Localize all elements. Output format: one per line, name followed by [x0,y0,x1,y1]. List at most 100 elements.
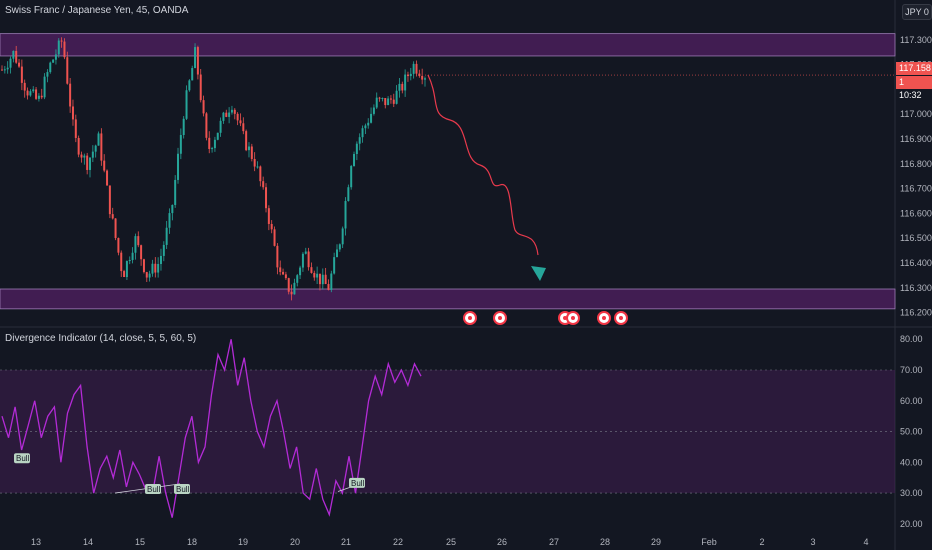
candle-body-146 [415,63,418,74]
candle-body-5 [15,50,18,63]
symbol-title[interactable]: Swiss Franc / Japanese Yen, 45, OANDA [5,5,189,16]
price-tick-0: 117.300 [900,35,932,45]
time-axis: 13 14 15 18 19 20 21 22 25 26 27 28 29 Feb 2 3 4 [31,537,869,547]
candle-body-107 [304,251,307,254]
candle-body-124 [353,154,356,167]
candle-body-16 [46,72,49,77]
candle-body-8 [23,82,26,91]
candle-body-12 [35,89,38,99]
price-tick-7: 116.500 [900,233,932,243]
forecast-arrow-icon [531,266,546,281]
time-tick-4: 19 [238,537,248,547]
candle-body-19 [54,54,57,60]
event-marker-dot-3 [571,316,575,320]
candle-body-135 [384,97,387,106]
price-tick-10: 116.200 [900,308,932,318]
candle-body-120 [341,228,344,245]
candle-body-119 [338,244,341,250]
rsi-tick-4: 40.00 [900,457,923,467]
candle-body-104 [296,275,299,283]
candle-body-86 [245,131,248,151]
candle-body-110 [313,272,316,278]
candle-body-130 [370,113,373,123]
candle-body-136 [387,98,390,106]
candle-body-84 [239,120,242,124]
candle-body-98 [279,267,282,272]
candle-body-144 [409,73,412,77]
candle-body-40 [114,218,117,239]
event-marker-dot-5 [619,316,623,320]
candle-body-92 [262,181,265,188]
forecast-path [427,74,539,256]
candle-body-29 [83,155,86,158]
candle-body-41 [117,238,120,253]
candle-body-35 [100,133,103,161]
candle-body-114 [324,274,327,284]
candle-body-33 [94,145,97,152]
candle-body-118 [335,249,338,258]
candle-body-83 [236,113,239,121]
candle-body-71 [202,100,205,114]
candle-body-75 [213,139,216,149]
time-tick-1: 14 [83,537,93,547]
candle-body-58 [165,227,168,245]
time-tick-12: 29 [651,537,661,547]
currency-badge-label: JPY [905,7,922,17]
candle-body-117 [333,257,336,274]
candle-body-96 [273,229,276,246]
candle-body-134 [381,97,384,99]
candle-body-148 [421,75,424,80]
candle-body-69 [196,47,199,75]
time-tick-7: 22 [393,537,403,547]
candle-body-15 [43,76,46,98]
time-tick-2: 15 [135,537,145,547]
candle-body-14 [40,95,43,98]
candle-body-52 [148,273,151,278]
candle-body-145 [412,63,415,74]
event-marker-dot-0 [468,316,472,320]
candle-body-22 [63,41,66,58]
candle-body-113 [321,274,324,285]
candle-body-55 [157,263,160,273]
rsi-line [1,339,422,518]
candle-body-9 [26,90,29,96]
candle-body-64 [182,118,185,136]
candle-body-44 [125,261,128,278]
countdown-prefix: 1 [899,77,905,87]
candle-body-149 [424,78,426,80]
candle-body-77 [219,120,222,133]
candle-body-147 [418,73,421,76]
candle-body-80 [228,112,231,117]
candle-body-127 [361,128,364,138]
candle-body-39 [111,214,114,219]
candle-body-93 [265,187,268,209]
indicator-title[interactable]: Divergence Indicator (14, close, 5, 5, 6… [5,333,197,344]
candle-body-95 [270,223,273,230]
candle-body-34 [97,133,100,146]
candle-body-43 [123,271,126,278]
candle-body-67 [191,68,194,81]
candle-body-47 [134,236,137,253]
zone-0 [0,33,896,57]
candle-body-100 [284,274,287,279]
candle-body-109 [310,267,313,273]
candle-body-62 [177,153,180,180]
candle-body-6 [18,62,21,67]
candle-body-128 [364,125,367,129]
candle-body-2 [6,67,9,70]
candle-body-17 [49,62,52,73]
event-marker-dot-4 [602,316,606,320]
candle-body-0 [1,69,3,71]
currency-badge[interactable]: JPY 0 [902,4,932,20]
candle-body-111 [316,273,319,278]
candle-body-140 [398,83,401,91]
candle-body-91 [259,166,262,182]
rsi-tick-1: 70.00 [900,365,923,375]
candle-body-31 [89,157,92,170]
bull-label-bg-2 [174,484,190,494]
indicator-pane[interactable]: 80.00 70.00 60.00 50.00 40.00 30.00 20.00 Bull B… [0,334,923,529]
candle-body-23 [66,57,69,84]
time-tick-5: 20 [290,537,300,547]
